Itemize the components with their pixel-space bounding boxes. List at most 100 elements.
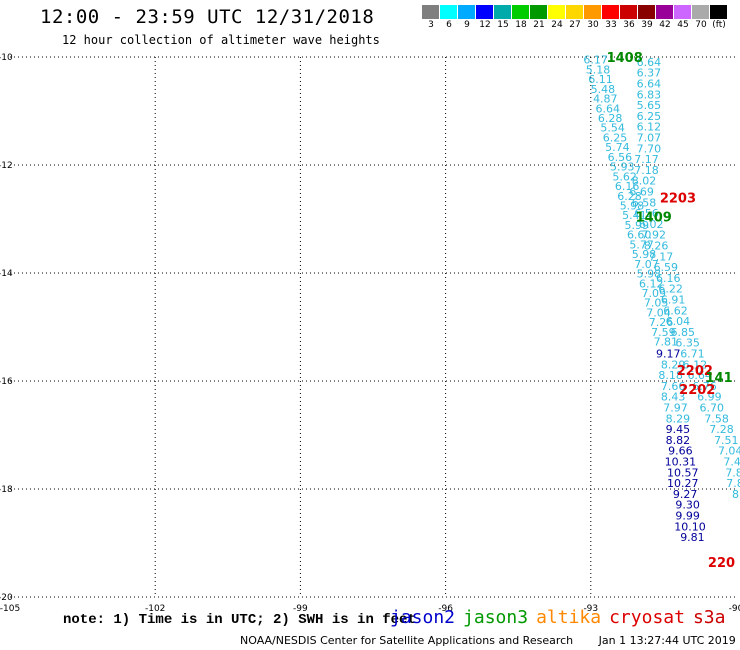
colorbar-label: 3 [428,20,434,30]
credit-organization: NOAA/NESDIS Center for Satellite Applica… [240,634,574,647]
colorbar-label: 12 [479,20,491,30]
swh-value-label: 7.09 [641,287,666,300]
swh-value-label: 5.54 [600,122,625,135]
colorbar-swatch [530,5,548,19]
swh-value-label: 9.17 [656,347,681,360]
swh-value-label: 6.02 [639,218,664,231]
lat-tick-label: -14 [0,269,13,279]
swh-value-label: 9.99 [675,509,700,522]
map-tick-labels: -105 -102 -99 -96 -93 -90 -10 -12 -14 -16 -18 -20 [0,53,740,614]
lon-tick-label: -96 [438,604,453,614]
swh-value-label: 6.37 [637,67,662,80]
swh-value-label: 6.16 [615,180,640,193]
lon-tick-label: -99 [293,604,308,614]
colorbar-label: 30 [587,20,599,30]
time-label: 141 [705,371,732,386]
swh-value-label: 4.87 [593,93,618,106]
swh-value-label: 8.29 [661,358,686,371]
legend-item-altika: altika [536,607,602,628]
satellite-legend: jason2 jason3 altika cryosat s3a [390,607,733,628]
swh-value-label: 6.83 [637,88,662,101]
colorbar-labels: 3 6 9 12 15 18 21 24 27 30 33 36 39 42 45 70 (ft) [422,20,740,32]
swh-value-label: 6.28 [617,190,642,203]
colorbar-swatch [674,5,692,19]
swh-value-label: 6.12 [639,277,664,290]
swh-value-label: 6.64 [595,102,620,115]
swh-value-label: 7.17 [634,153,659,166]
colorbar-swatch [440,5,458,19]
time-label: 2203 [660,191,696,206]
swh-value-label: 9.81 [680,531,705,544]
swh-value-label: 6.16 [656,272,681,285]
swh-value-label: 7.4 [723,455,740,468]
swh-value-label: 7.28 [709,423,734,436]
swh-value-label: 5.41 [622,209,647,222]
swh-value-label: 6.22 [658,283,683,296]
swh-value-label: 6.56 [634,207,659,220]
swh-value-label: 7.81 [654,336,679,349]
swh-value-label: 7.07 [634,258,659,271]
swh-value-label: 5.62 [612,170,637,183]
swh-value-label: 6.28 [598,112,623,125]
colorbar-label: 9 [464,20,470,30]
time-label: 2202 [679,383,715,398]
swh-value-label: 6.11 [588,73,613,86]
swh-value-label: 8.26 [644,239,669,252]
data-track: 6.646.376.646.835.656.256.127.077.707.17… [629,56,704,361]
colorbar-label: 39 [641,20,653,30]
legend-item-s3a: s3a [692,607,726,628]
colorbar-swatch [422,5,440,19]
colorbar-swatch [692,5,710,19]
swh-value-label: 10.27 [667,477,699,490]
lon-tick-label: -105 [0,604,20,614]
swh-value-label: 8.29 [666,412,691,425]
data-track: 8.298.187.668.437.978.29 [658,358,690,425]
swh-value-label: 7.07 [637,131,662,144]
colorbar-label: 36 [623,20,635,30]
colorbar-label: 27 [569,20,581,30]
colorbar-swatch [710,5,728,19]
swh-value-label: 6.64 [637,77,662,90]
swh-value-label: 7.97 [663,401,688,414]
swh-value-label: 7.05 [644,297,669,310]
swh-value-label: 6.58 [632,196,657,209]
swh-value-label: 5.99 [625,219,650,232]
colorbar-swatch [656,5,674,19]
credit-line: NOAA/NESDIS Center for Satellite Applica… [240,634,740,647]
lon-tick-label: -90 [729,604,740,614]
swh-value-label: 6.12 [637,121,662,134]
lat-tick-label: -18 [0,485,13,495]
swh-value-label: 6.64 [637,56,662,69]
swh-value-label: 6.04 [666,315,691,328]
swh-value-label: 9.45 [666,423,691,436]
colorbar-label: 6 [446,20,452,30]
swh-value-label: 10.57 [667,466,699,479]
swh-value-label: 7.92 [641,229,666,242]
swh-value-label: 5.98 [637,268,662,281]
swh-value-label: 6.56 [608,151,633,164]
colorbar [422,5,728,19]
swh-value-label: 6.70 [700,401,725,414]
swh-value-label: 10.31 [665,455,697,468]
swh-value-label: 8.18 [658,369,683,382]
swh-value-label: 5.98 [632,248,657,261]
swh-value-label: 7.8 [726,477,740,490]
swh-value-label: 7.18 [634,164,659,177]
colorbar-swatch [584,5,602,19]
swh-value-label: 5.65 [637,99,662,112]
swh-value-label: 5.74 [605,141,630,154]
swh-value-label: 6.91 [661,293,686,306]
colorbar-swatch [458,5,476,19]
colorbar-swatch [476,5,494,19]
legend-item-jason3: jason3 [463,607,529,628]
swh-value-label: 7.17 [649,250,674,263]
credit-timestamp: Jan 1 13:27:44 UTC 2019 [598,634,736,647]
swh-value-label: 6.25 [637,110,662,123]
swh-value-label: 9.27 [673,488,698,501]
lat-tick-label: -16 [0,377,13,387]
swh-value-label: 6.85 [671,326,696,339]
swh-value-label: 9.30 [675,499,700,512]
data-track: 9.179.458.829.6610.3110.5710.279.279.309… [656,347,706,544]
swh-value-label: 6.69 [629,185,654,198]
